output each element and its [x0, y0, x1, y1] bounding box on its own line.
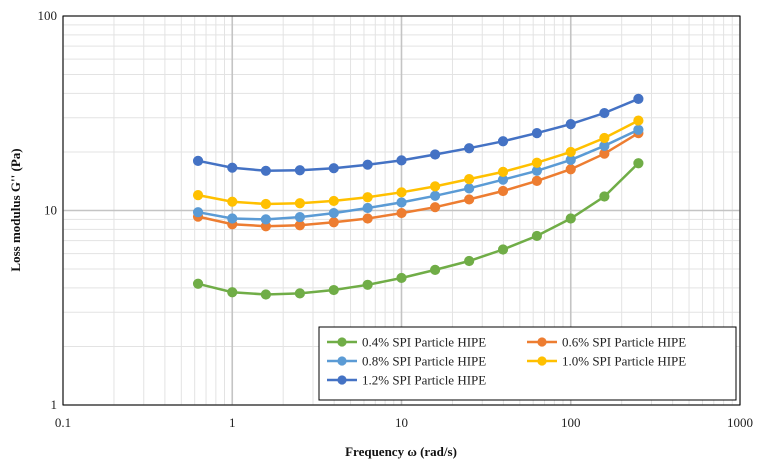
- data-point: [328, 217, 339, 228]
- y-tick-label: 100: [38, 8, 58, 23]
- data-point: [294, 198, 305, 209]
- data-point: [633, 115, 644, 126]
- data-point: [328, 195, 339, 207]
- data-point: [633, 93, 644, 104]
- data-point: [396, 197, 407, 208]
- data-point: [464, 183, 475, 194]
- data-point: [294, 211, 305, 223]
- data-point: [497, 185, 509, 197]
- series-line-3: [197, 128, 639, 221]
- x-tick-label: 1000: [727, 415, 753, 430]
- legend-swatch-marker: [337, 356, 347, 366]
- data-point: [464, 143, 475, 154]
- data-point: [565, 146, 576, 158]
- data-point: [192, 155, 204, 166]
- data-point: [599, 107, 610, 119]
- data-point: [430, 264, 441, 275]
- x-tick-label: 10: [395, 415, 408, 430]
- data-point: [633, 124, 644, 135]
- x-tick-label: 0.1: [55, 415, 71, 430]
- data-point: [260, 165, 271, 176]
- data-point: [260, 198, 271, 210]
- legend-entry-label: 0.6% SPI Particle HIPE: [562, 335, 686, 350]
- data-point: [328, 163, 339, 174]
- data-point: [227, 287, 238, 298]
- series-line-1: [197, 162, 640, 296]
- data-point: [396, 272, 407, 284]
- data-point: [430, 149, 441, 160]
- data-point: [430, 181, 441, 192]
- legend: 0.4% SPI Particle HIPE 0.6% SPI Particle …: [318, 326, 737, 401]
- data-point: [260, 289, 271, 300]
- data-point: [192, 207, 204, 218]
- data-point: [362, 159, 373, 170]
- legend-swatch-marker: [337, 337, 347, 347]
- data-point: [328, 207, 339, 219]
- legend-swatch-marker: [337, 375, 347, 385]
- plot-area-frame: [62, 15, 741, 406]
- data-point: [531, 230, 543, 242]
- x-tick-label: 100: [561, 415, 581, 430]
- y-tick-labels: 1 10 100: [38, 8, 58, 412]
- data-point: [294, 288, 305, 299]
- legend-swatch-marker: [537, 356, 547, 366]
- data-point: [464, 194, 475, 205]
- data-point: [362, 192, 373, 203]
- data-point: [294, 165, 305, 176]
- data-point: [260, 214, 271, 225]
- series-line-5: [197, 97, 639, 173]
- data-point: [362, 202, 373, 214]
- data-point: [565, 164, 576, 175]
- data-point: [565, 119, 576, 130]
- legend-entry-label: 0.4% SPI Particle HIPE: [362, 335, 486, 350]
- data-point: [464, 174, 475, 185]
- legend-entry-label: 0.8% SPI Particle HIPE: [362, 354, 486, 369]
- data-point: [328, 284, 339, 296]
- data-point: [396, 155, 407, 166]
- data-point: [565, 213, 576, 224]
- data-point: [531, 175, 543, 186]
- data-point: [362, 213, 373, 224]
- data-point: [362, 279, 373, 290]
- data-point: [192, 189, 204, 201]
- data-point: [531, 128, 543, 139]
- x-tick-label: 1: [229, 415, 236, 430]
- data-point: [227, 213, 238, 224]
- data-point: [396, 207, 407, 219]
- y-tick-label: 10: [44, 203, 57, 218]
- series-line-4: [197, 119, 639, 206]
- data-point: [227, 162, 238, 173]
- data-point: [531, 157, 543, 168]
- y-axis-title: Loss modulus G'' (Pa): [8, 148, 23, 271]
- legend-box: [318, 326, 737, 401]
- data-point: [599, 132, 610, 144]
- series-layer: [192, 93, 644, 300]
- data-point: [633, 158, 644, 169]
- data-point: [227, 196, 238, 207]
- data-point: [599, 191, 610, 202]
- data-point: [464, 255, 475, 267]
- data-point: [430, 190, 441, 201]
- legend-swatch-marker: [537, 337, 547, 347]
- series-line-2: [197, 132, 640, 228]
- x-axis-title: Frequency ω (rad/s): [345, 444, 457, 459]
- data-point: [192, 278, 204, 289]
- data-point: [497, 166, 509, 177]
- data-point: [396, 187, 407, 198]
- y-tick-label: 1: [51, 397, 58, 412]
- legend-entry-label: 1.2% SPI Particle HIPE: [362, 373, 486, 388]
- data-point: [497, 244, 509, 255]
- x-tick-labels: 0.1 1 10 100 1000: [55, 415, 753, 430]
- data-point: [430, 202, 441, 213]
- data-point: [497, 136, 509, 147]
- legend-entry-label: 1.0% SPI Particle HIPE: [562, 354, 686, 369]
